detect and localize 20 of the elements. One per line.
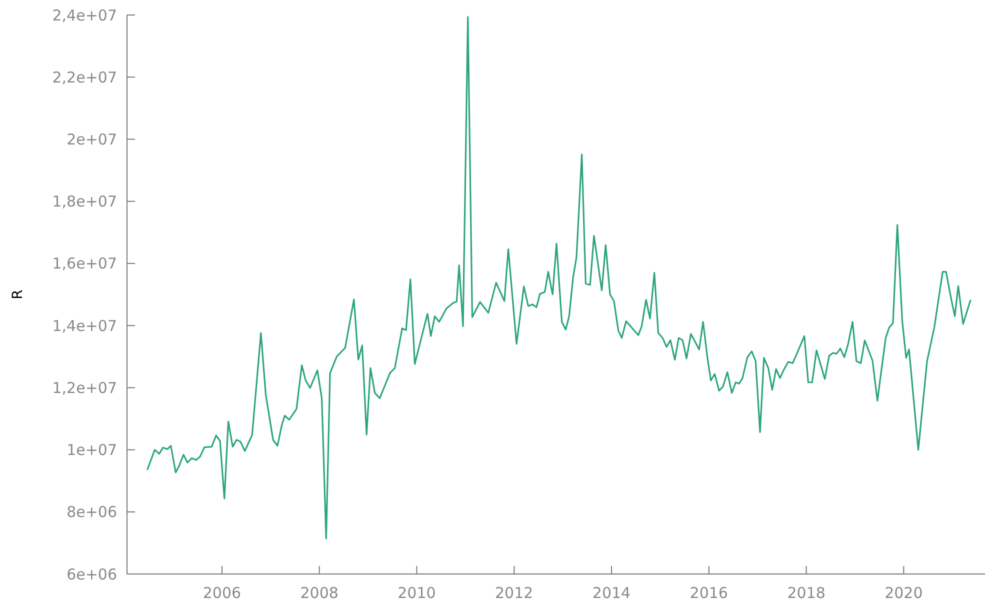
- x-tick-label: 2006: [202, 584, 242, 602]
- y-tick-label: 1,6e+07: [52, 254, 117, 273]
- y-tick-label: 1,4e+07: [52, 316, 117, 335]
- x-tick-label: 2020: [884, 584, 923, 602]
- y-tick-label: 8e+06: [66, 503, 117, 522]
- y-axis-title: R: [10, 289, 26, 300]
- x-tick-label: 2010: [398, 584, 436, 602]
- y-tick-label: 1,2e+07: [52, 378, 117, 397]
- x-tick-label: 2016: [690, 584, 728, 602]
- y-tick-label: 2,2e+07: [52, 68, 117, 86]
- line-series: [146, 16, 972, 540]
- y-tick-label: 2,4e+07: [52, 6, 117, 24]
- y-tick-label: 2e+07: [66, 130, 117, 148]
- x-tick-label: 2014: [592, 584, 631, 602]
- y-tick-label: 1e+07: [66, 441, 117, 460]
- y-tick-label: 1,8e+07: [52, 192, 117, 211]
- x-tick-label: 2012: [495, 584, 534, 602]
- y-tick-label: 6e+06: [66, 565, 117, 584]
- x-tick-label: 2008: [300, 584, 338, 602]
- x-tick-label: 2018: [787, 584, 826, 602]
